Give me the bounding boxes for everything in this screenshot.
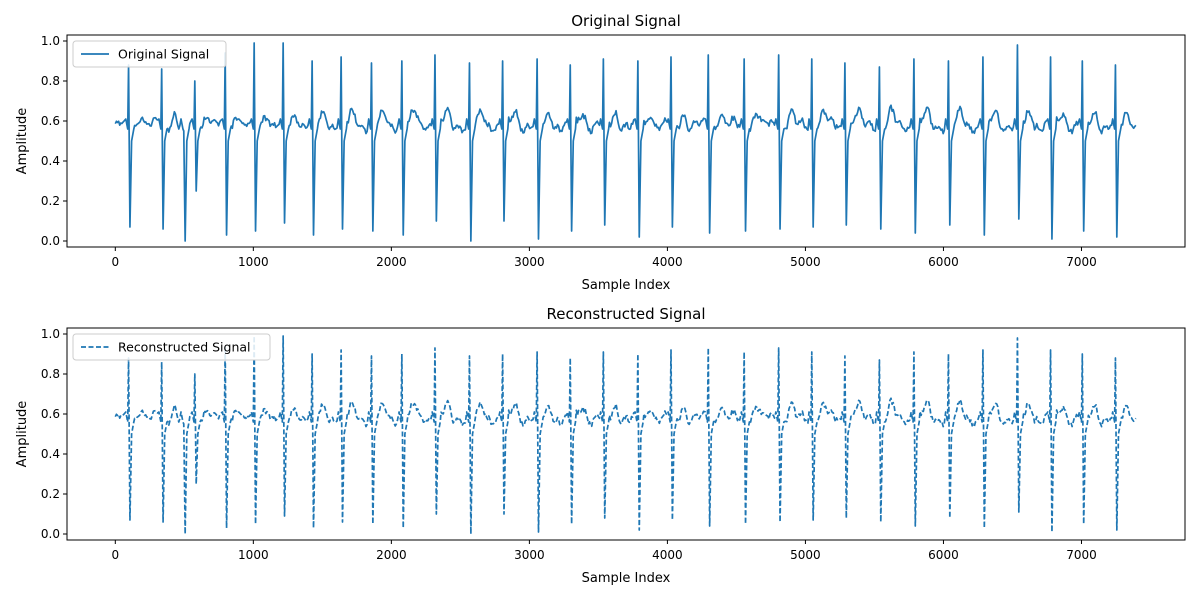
series-lines xyxy=(114,42,1137,242)
x-tick-label: 1000 xyxy=(238,255,269,269)
x-tick-label: 6000 xyxy=(928,548,959,562)
x-tick-label: 0 xyxy=(111,255,119,269)
legend-box xyxy=(72,40,227,68)
x-axis-label: Sample Index xyxy=(582,278,671,293)
legend-label: Reconstructed Signal xyxy=(118,340,251,355)
x-tick-label: 4000 xyxy=(652,548,683,562)
x-tick-label: 0 xyxy=(111,548,119,562)
x-axis-ticks: 0 1000 2000 3000 4000 5000 6000 7000 xyxy=(111,540,1097,562)
y-tick-label: 0.6 xyxy=(41,407,60,421)
x-tick-label: 2000 xyxy=(376,548,407,562)
x-tick-label: 5000 xyxy=(790,255,821,269)
x-tick-label: 7000 xyxy=(1066,255,1097,269)
legend: Reconstructed Signal xyxy=(72,333,271,361)
y-tick-label: 0.4 xyxy=(41,154,60,168)
x-tick-label: 1000 xyxy=(238,548,269,562)
chart-reconstructed-signal: Reconstructed Signal Sample Index Amplit… xyxy=(15,305,1186,586)
x-tick-label: 5000 xyxy=(790,548,821,562)
chart-title: Original Signal xyxy=(571,12,681,30)
y-tick-label: 0.2 xyxy=(41,194,60,208)
series-line-1 xyxy=(114,42,1137,242)
y-tick-label: 0.8 xyxy=(41,367,60,381)
plot-frame xyxy=(66,327,1186,541)
chart-title: Reconstructed Signal xyxy=(546,305,705,323)
legend: Original Signal xyxy=(72,40,227,68)
series-line-1 xyxy=(114,335,1137,535)
x-tick-label: 6000 xyxy=(928,255,959,269)
y-tick-label: 0.0 xyxy=(41,234,60,248)
y-tick-label: 1.0 xyxy=(41,34,60,48)
x-axis-label: Sample Index xyxy=(582,571,671,586)
y-axis-label: Amplitude xyxy=(15,401,30,468)
plot-frame xyxy=(66,34,1186,248)
legend-label: Original Signal xyxy=(118,47,209,62)
y-axis-label: Amplitude xyxy=(15,108,30,175)
x-axis-ticks: 0 1000 2000 3000 4000 5000 6000 7000 xyxy=(111,247,1097,269)
y-tick-label: 0.2 xyxy=(41,487,60,501)
y-tick-label: 0.0 xyxy=(41,527,60,541)
legend-box xyxy=(72,333,271,361)
x-tick-label: 7000 xyxy=(1066,548,1097,562)
chart-original-signal: Original Signal Sample Index Amplitude 0… xyxy=(15,12,1186,293)
y-tick-label: 1.0 xyxy=(41,327,60,341)
x-tick-label: 3000 xyxy=(514,548,545,562)
x-tick-label: 3000 xyxy=(514,255,545,269)
x-tick-label: 2000 xyxy=(376,255,407,269)
y-tick-label: 0.8 xyxy=(41,74,60,88)
y-axis-ticks: 0.0 0.2 0.4 0.6 0.8 1.0 xyxy=(41,34,67,248)
y-tick-label: 0.4 xyxy=(41,447,60,461)
x-tick-label: 4000 xyxy=(652,255,683,269)
series-lines xyxy=(114,335,1137,535)
y-axis-ticks: 0.0 0.2 0.4 0.6 0.8 1.0 xyxy=(41,327,67,541)
y-tick-label: 0.6 xyxy=(41,114,60,128)
